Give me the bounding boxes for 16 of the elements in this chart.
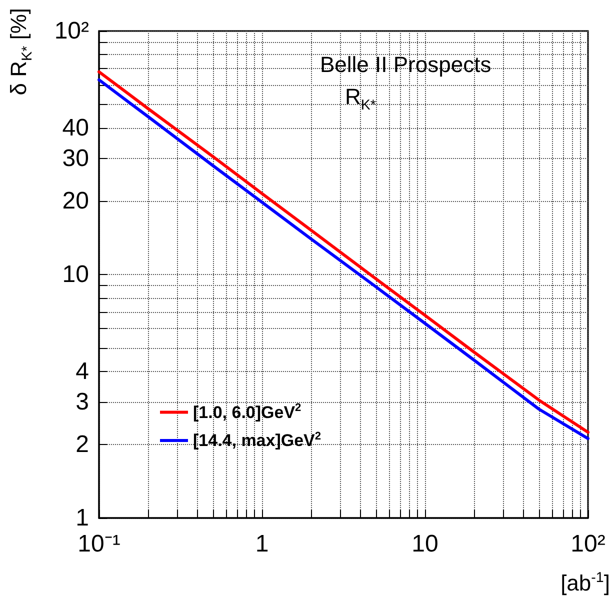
x-axis-title: [ab$^{-1}$] (560, 570, 610, 596)
y-tick-label: 2 (76, 431, 89, 458)
y-tick-label: 10 (62, 261, 89, 288)
y-tick-label: 30 (62, 144, 89, 172)
y-tick-label: 4 (76, 358, 89, 385)
y-tick-label: 3 (76, 388, 89, 416)
annotation: R$_{K*}$ (345, 84, 376, 114)
y-tick-label: 1 (76, 504, 89, 532)
annotation: Belle II Prospects (320, 52, 492, 78)
x-tick-label: 10⁻¹ (78, 530, 120, 558)
x-tick-label: 10 (412, 530, 438, 558)
y-tick-label: 20 (62, 188, 89, 215)
x-tick-label: 10² (570, 530, 606, 558)
x-tick-label: 1 (255, 530, 269, 558)
y-tick-label: 10² (54, 18, 90, 44)
y-tick-label: 40 (62, 114, 89, 142)
